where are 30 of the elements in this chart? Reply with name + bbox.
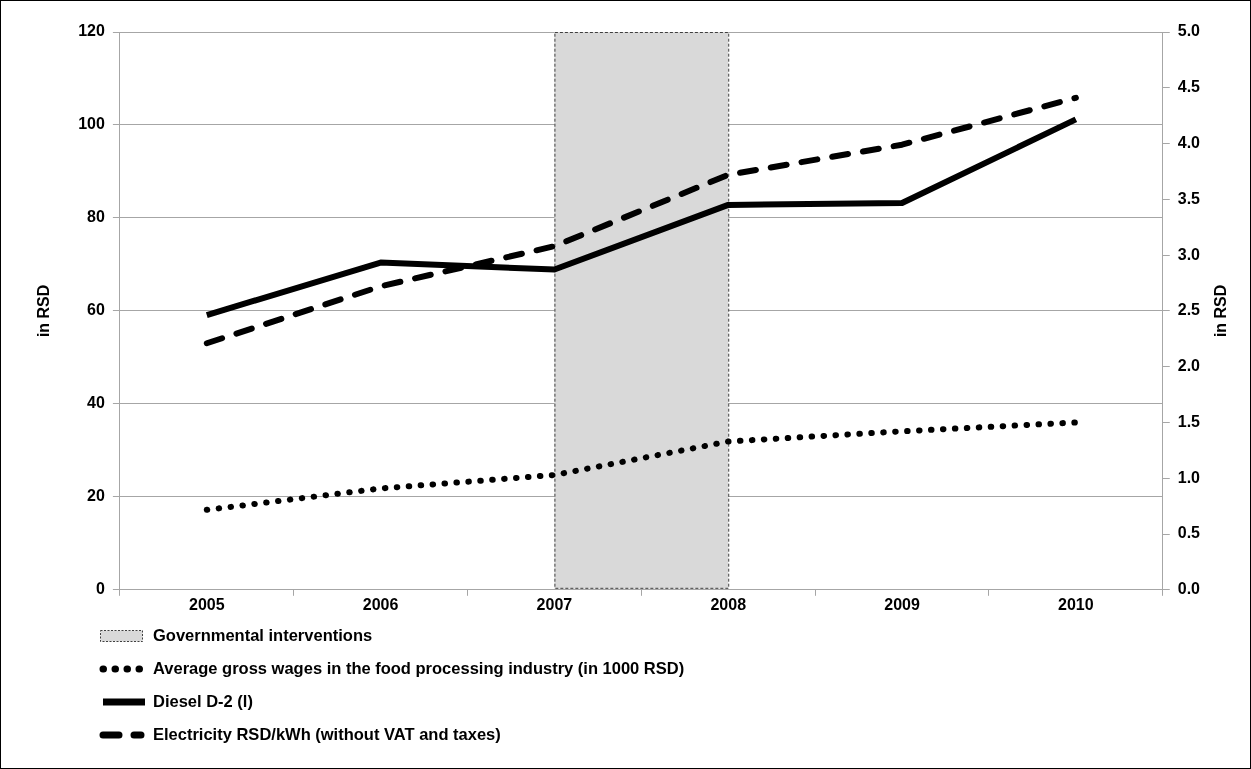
y2-axis-title: in RSD bbox=[1212, 284, 1230, 338]
legend-label: Governmental interventions bbox=[153, 626, 373, 645]
y2-tick-label: 3.0 bbox=[1177, 245, 1201, 263]
y2-tick-label: 0.0 bbox=[1177, 580, 1201, 598]
x-tick-label: 2007 bbox=[536, 595, 573, 613]
x-tick-label: 2010 bbox=[1058, 595, 1094, 613]
y-tick-label: 100 bbox=[78, 115, 105, 133]
y2-tick-label: 4.0 bbox=[1177, 133, 1201, 151]
y2-tick-label: 0.5 bbox=[1177, 524, 1201, 542]
x-tick-label: 2005 bbox=[189, 595, 225, 613]
y-axis-title: in RSD bbox=[35, 284, 53, 338]
y-tick-label: 20 bbox=[87, 487, 105, 505]
legend-label: Average gross wages in the food processing industry (in 1000 RSD) bbox=[153, 659, 685, 678]
legend-label: Diesel D-2 (l) bbox=[153, 692, 253, 711]
x-tick-label: 2006 bbox=[362, 595, 399, 613]
y2-tick-label: 1.0 bbox=[1177, 468, 1201, 486]
y-tick-label: 120 bbox=[78, 22, 105, 40]
y2-tick-label: 2.5 bbox=[1177, 301, 1201, 319]
legend-label: Electricity RSD/kWh (without VAT and taxes) bbox=[153, 725, 501, 744]
y2-tick-label: 5.0 bbox=[1177, 22, 1201, 40]
y2-tick-label: 4.5 bbox=[1177, 78, 1201, 96]
y-tick-label: 40 bbox=[87, 394, 105, 412]
y2-tick-label: 2.0 bbox=[1177, 357, 1201, 375]
y-tick-label: 60 bbox=[87, 301, 105, 319]
x-tick-label: 2009 bbox=[884, 595, 920, 613]
y2-tick-label: 3.5 bbox=[1177, 189, 1201, 207]
y-tick-label: 0 bbox=[95, 580, 105, 598]
x-tick-label: 2008 bbox=[710, 595, 747, 613]
y-tick-label: 80 bbox=[87, 208, 105, 226]
y2-tick-label: 1.5 bbox=[1177, 412, 1201, 430]
